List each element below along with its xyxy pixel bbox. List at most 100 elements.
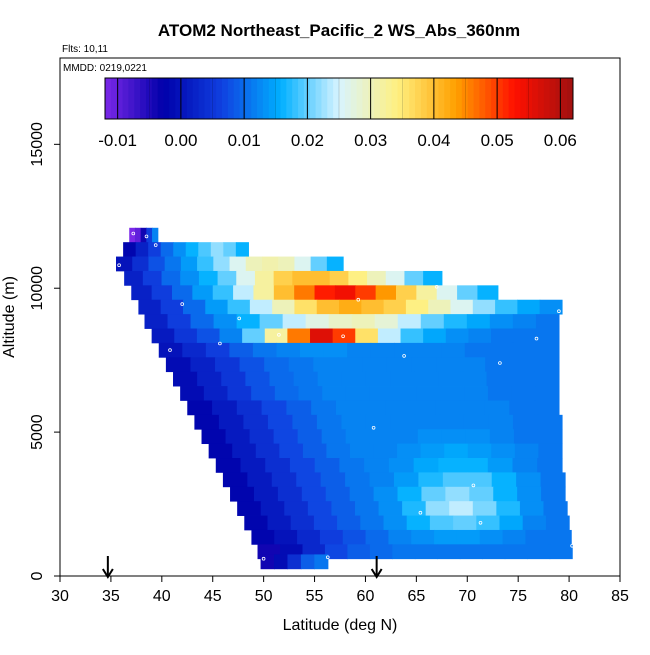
- x-tick-label: 75: [509, 588, 527, 605]
- heatmap-cell: [326, 256, 344, 272]
- heatmap-cell: [397, 443, 422, 459]
- heatmap-cell: [499, 515, 524, 531]
- heatmap-cell: [411, 529, 435, 545]
- sample-point: [570, 543, 574, 548]
- heatmap-cell: [165, 357, 192, 373]
- heatmap-cell: [341, 414, 367, 430]
- heatmap-cell: [345, 472, 371, 488]
- sample-point: [434, 284, 439, 289]
- colorbar-segment: [128, 78, 135, 119]
- heatmap-cell: [414, 544, 438, 560]
- heatmap-cell: [369, 386, 394, 401]
- heatmap-cell: [347, 544, 371, 560]
- heatmap-cell: [272, 299, 296, 315]
- colorbar-segment: [192, 78, 200, 119]
- heatmap-cell: [383, 515, 408, 531]
- heatmap-cell: [469, 486, 494, 502]
- colorbar-segment: [216, 78, 223, 119]
- heatmap-cell: [484, 400, 510, 416]
- heatmap-cell: [337, 357, 363, 373]
- colorbar-segment: [321, 78, 328, 119]
- colorbar-segment: [397, 78, 404, 119]
- colorbar-segment: [420, 78, 428, 119]
- colorbar-segment: [567, 78, 574, 119]
- heatmap-cell: [293, 371, 319, 387]
- colorbar-segment: [222, 78, 229, 119]
- plot-frame: [59, 57, 621, 577]
- heatmap-cell: [355, 328, 379, 344]
- heatmap-cell: [278, 256, 295, 272]
- heatmap-cell: [513, 328, 537, 344]
- heatmap-cell: [467, 472, 493, 488]
- heatmap-cell: [396, 285, 417, 301]
- heatmap-cell: [459, 400, 486, 416]
- heatmap-cell: [182, 342, 207, 358]
- sample-point: [180, 302, 185, 306]
- heatmap-cell: [244, 515, 269, 531]
- colorbar-segment: [520, 78, 527, 119]
- heatmap-cell: [164, 256, 182, 272]
- heatmap-cell: [232, 443, 257, 459]
- heatmap-cell: [417, 429, 443, 445]
- heatmap-cell: [410, 400, 436, 416]
- sample-point: [277, 332, 281, 337]
- heatmap-cell: [151, 328, 175, 344]
- heatmap-cell: [198, 270, 219, 286]
- heatmap-cell: [322, 386, 347, 401]
- heatmap-cell: [273, 270, 293, 286]
- heatmap-cell: [472, 501, 497, 516]
- heatmap-cell: [386, 357, 413, 373]
- heatmap-cell: [436, 357, 462, 373]
- heatmap-cell: [517, 486, 542, 502]
- heatmap-cell: [482, 544, 506, 560]
- colorbar-segment: [339, 78, 346, 119]
- colorbar-segment: [274, 78, 281, 119]
- heatmap-cell: [148, 256, 166, 272]
- heatmap-cell: [173, 371, 198, 387]
- heatmap-cell: [341, 371, 367, 387]
- colorbar-segment: [210, 78, 217, 119]
- colorbar-segment: [561, 78, 568, 119]
- sample-point: [418, 510, 423, 515]
- heatmap-cell: [286, 400, 312, 416]
- colorbar-tick-label: 0.02: [291, 131, 324, 150]
- heatmap-cell: [383, 299, 407, 315]
- heatmap-cell: [229, 342, 254, 358]
- heatmap-cell: [416, 285, 438, 301]
- heatmap-cell: [142, 270, 163, 286]
- heatmap-cell: [316, 414, 343, 430]
- heatmap-cell: [255, 443, 280, 459]
- heatmap-cell: [288, 357, 314, 373]
- heatmap-cell: [443, 314, 468, 329]
- heatmap-cell: [201, 429, 227, 445]
- heatmap-cell: [438, 458, 464, 473]
- heatmap-cell: [215, 458, 242, 473]
- colorbar-segment: [204, 78, 211, 119]
- dates-label: MMDD: 0219,0221: [63, 63, 147, 74]
- heatmap-cell: [548, 529, 572, 545]
- heatmap-cell: [307, 501, 333, 516]
- heatmap-cell: [423, 328, 447, 344]
- heatmap-cell: [400, 328, 424, 344]
- heatmap-cell: [138, 299, 162, 315]
- colorbar-segment: [543, 78, 551, 119]
- heatmap-cell: [511, 386, 536, 401]
- heatmap-cell: [365, 414, 392, 430]
- heatmap-cell: [205, 299, 229, 315]
- heatmap-cell: [279, 443, 304, 459]
- sample-point: [534, 336, 539, 341]
- x-axis-label: Latitude (deg N): [283, 617, 398, 634]
- heatmap-cell: [365, 371, 391, 387]
- heatmap-cell: [260, 501, 285, 516]
- sample-point: [471, 483, 476, 488]
- colorbar-segment: [409, 78, 416, 119]
- heatmap-cell: [219, 328, 243, 344]
- x-tick-label: 35: [102, 588, 120, 605]
- colorbar-segment: [198, 78, 205, 119]
- heatmap-cell: [405, 299, 429, 315]
- heatmap-cell: [261, 256, 279, 272]
- heatmap-cell: [276, 342, 301, 358]
- x-tick-label: 55: [306, 588, 324, 605]
- heatmap-cell: [314, 554, 329, 570]
